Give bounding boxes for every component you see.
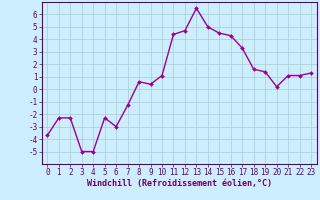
X-axis label: Windchill (Refroidissement éolien,°C): Windchill (Refroidissement éolien,°C) — [87, 179, 272, 188]
